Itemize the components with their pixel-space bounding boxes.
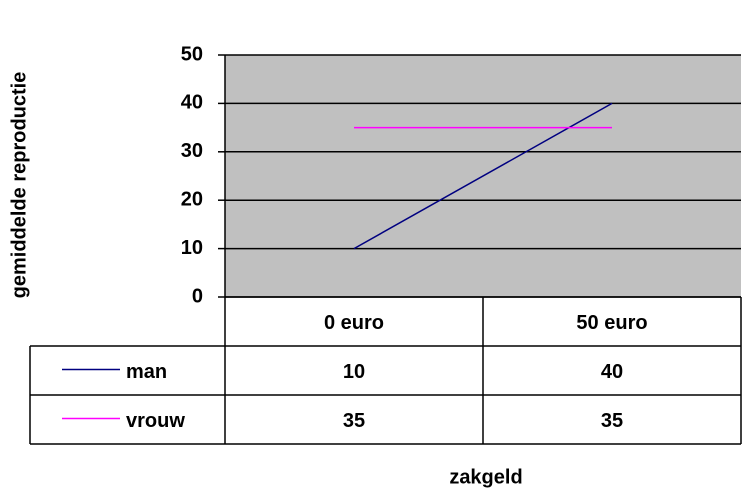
y-tick-label: 50: [181, 43, 203, 65]
table-value: 10: [343, 361, 365, 383]
y-axis-title: gemiddelde reproductie: [8, 72, 30, 299]
y-tick-label: 30: [181, 140, 203, 162]
y-tick-label: 40: [181, 92, 203, 114]
table-value: 35: [601, 410, 623, 432]
x-tick-label: 0 euro: [324, 312, 384, 334]
y-tick-label: 20: [181, 188, 203, 210]
legend-label: man: [126, 361, 167, 383]
x-axis-title: zakgeld: [449, 466, 522, 488]
table-value: 40: [601, 361, 623, 383]
y-tick-label: 0: [192, 285, 203, 307]
x-tick-label: 50 euro: [576, 312, 647, 334]
y-tick-label: 10: [181, 237, 203, 259]
table-value: 35: [343, 410, 365, 432]
legend-label: vrouw: [126, 410, 185, 432]
